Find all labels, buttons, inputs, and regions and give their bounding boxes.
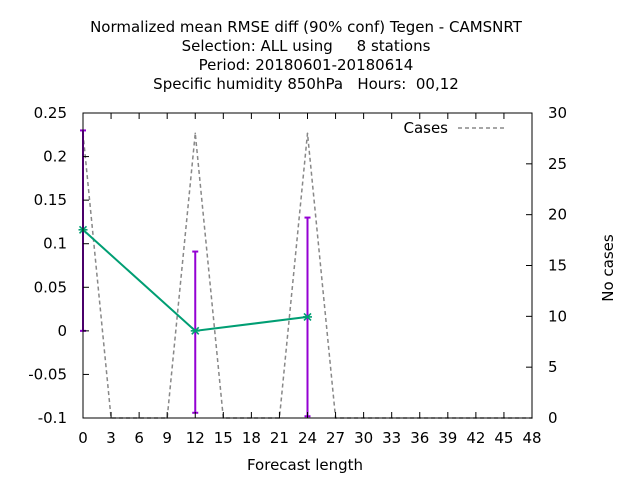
title-line-3: Period: 20180601-20180614 <box>199 56 414 74</box>
x-tick-label: 15 <box>214 429 233 447</box>
x-tick-label: 6 <box>134 429 144 447</box>
y-tick-label: 0.2 <box>43 148 67 166</box>
cases-point <box>194 132 197 135</box>
x-tick-label: 33 <box>382 429 401 447</box>
y2-tick-label: 15 <box>548 257 567 275</box>
y-tick-label: 0.05 <box>34 278 67 296</box>
x-tick-label: 18 <box>242 429 261 447</box>
title-line-2: Selection: ALL using 8 stations <box>182 37 431 55</box>
x-tick-label: 9 <box>162 429 172 447</box>
y2-tick-label: 30 <box>548 104 567 122</box>
y-tick-label: -0.05 <box>28 365 67 383</box>
x-tick-label: 39 <box>438 429 457 447</box>
y-tick-label: 0.1 <box>43 235 67 253</box>
x-tick-label: 42 <box>466 429 485 447</box>
y-tick-label: 0.15 <box>34 191 67 209</box>
x-tick-label: 45 <box>494 429 513 447</box>
x-tick-label: 36 <box>410 429 429 447</box>
x-tick-label: 30 <box>354 429 373 447</box>
x-axis-label: Forecast length <box>247 456 363 474</box>
y2-tick-label: 20 <box>548 206 567 224</box>
y2-tick-label: 10 <box>548 307 567 325</box>
y2-axis-label: No cases <box>599 234 617 302</box>
chart-title: Normalized mean RMSE diff (90% conf) Teg… <box>90 18 523 93</box>
x-tick-label: 0 <box>78 429 88 447</box>
x-tick-label: 24 <box>298 429 317 447</box>
title-line-1: Normalized mean RMSE diff (90% conf) Teg… <box>90 18 523 36</box>
x-tick-label: 3 <box>106 429 116 447</box>
cases-point <box>306 132 309 135</box>
rmse-point <box>190 326 200 335</box>
x-tick-label: 21 <box>270 429 289 447</box>
x-tick-label: 27 <box>326 429 345 447</box>
legend-label: Cases <box>403 119 448 137</box>
y2-tick-label: 25 <box>548 155 567 173</box>
y-tick-label: -0.1 <box>38 409 67 427</box>
y2-tick-label: 5 <box>548 358 558 376</box>
x-tick-label: 48 <box>522 429 541 447</box>
y-tick-label: 0 <box>57 322 67 340</box>
x-tick-label: 12 <box>186 429 205 447</box>
y-tick-label: 0.25 <box>34 104 67 122</box>
title-line-4: Specific humidity 850hPa Hours: 00,12 <box>153 75 459 93</box>
y2-tick-label: 0 <box>548 409 558 427</box>
rmse-point <box>303 312 312 321</box>
legend: Cases <box>403 119 506 137</box>
